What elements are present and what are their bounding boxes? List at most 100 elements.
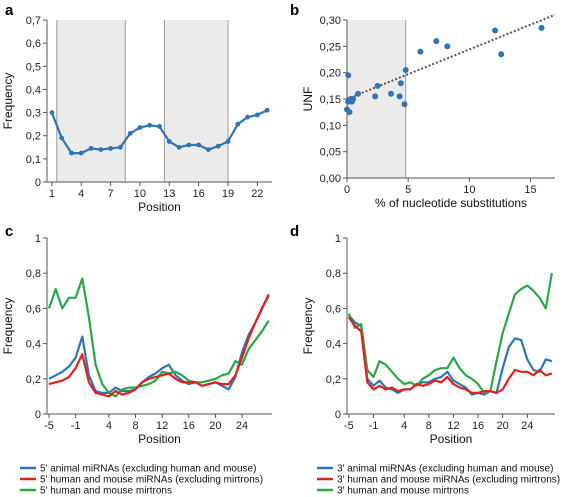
data-point bbox=[196, 142, 202, 148]
x-tick-label: 10 bbox=[134, 188, 146, 200]
series-line bbox=[347, 314, 553, 396]
data-point bbox=[350, 96, 357, 102]
data-point bbox=[417, 48, 424, 55]
data-point bbox=[59, 135, 65, 141]
x-tick-label: 8 bbox=[426, 420, 432, 432]
y-tick-label: 0,2 bbox=[26, 374, 41, 386]
y-tick-label: 0,1 bbox=[26, 154, 41, 166]
y-axis-label: Frequency bbox=[1, 73, 15, 130]
panel-c: 0 0,2 0,4 0,6 0,8 1 -5 -1 4 8 12 16 20 24 Position Freq… bbox=[1, 223, 272, 497]
y-tick-label: 0,5 bbox=[26, 61, 41, 73]
data-point bbox=[235, 121, 241, 127]
data-point bbox=[254, 112, 260, 118]
y-tick-label: 1 bbox=[35, 233, 41, 245]
y-tick-label: 0 bbox=[335, 409, 341, 421]
y-tick-label: 0,20 bbox=[320, 68, 341, 80]
y-axis-label: Frequency bbox=[301, 298, 315, 355]
data-point bbox=[388, 90, 395, 97]
x-tick-label: 24 bbox=[521, 420, 533, 432]
x-tick-label: -1 bbox=[369, 420, 379, 432]
legend-label: 5' human and mouse mirtrons bbox=[40, 486, 172, 497]
y-tick-label: 0,15 bbox=[320, 94, 341, 106]
data-point bbox=[88, 146, 94, 151]
y-tick-label: 0,05 bbox=[320, 147, 341, 159]
data-point bbox=[98, 147, 104, 153]
y-tick-label: 0,6 bbox=[26, 303, 41, 315]
data-point bbox=[166, 139, 172, 144]
data-point bbox=[372, 93, 379, 100]
data-point bbox=[345, 72, 352, 79]
panel-label: d bbox=[290, 223, 299, 240]
x-tick-label: 16 bbox=[193, 188, 205, 200]
data-point bbox=[206, 147, 211, 153]
series-line bbox=[48, 295, 270, 394]
data-point bbox=[78, 150, 84, 156]
series-line bbox=[48, 293, 270, 398]
y-tick-label: 0,30 bbox=[320, 15, 341, 27]
data-point bbox=[401, 101, 408, 108]
data-point bbox=[374, 82, 381, 89]
x-tick-label: 4 bbox=[401, 420, 407, 432]
data-point bbox=[492, 27, 499, 34]
y-tick-label: 0 bbox=[35, 177, 41, 189]
data-point bbox=[264, 107, 270, 113]
y-tick-label: 0,25 bbox=[320, 41, 341, 53]
y-tick-label: 0,8 bbox=[26, 268, 41, 280]
panel-label: a bbox=[5, 2, 14, 19]
x-tick-label: 4 bbox=[78, 188, 84, 200]
x-tick-label: -5 bbox=[44, 420, 54, 432]
data-point bbox=[108, 146, 113, 151]
data-point bbox=[157, 124, 162, 129]
x-tick-label: 7 bbox=[108, 188, 114, 200]
x-tick-label: 12 bbox=[447, 420, 459, 432]
data-point bbox=[49, 110, 55, 115]
data-point bbox=[402, 67, 409, 74]
y-tick-label: 0,7 bbox=[26, 15, 41, 27]
series-line bbox=[347, 316, 553, 394]
y-tick-label: 0,2 bbox=[326, 374, 341, 386]
y-tick-label: 1 bbox=[335, 233, 341, 245]
x-tick-label: 12 bbox=[156, 420, 168, 432]
x-tick-label: 5 bbox=[405, 184, 411, 196]
x-tick-label: 1 bbox=[49, 188, 55, 200]
x-tick-label: 20 bbox=[209, 420, 221, 432]
x-axis-label: Position bbox=[138, 432, 181, 446]
data-point bbox=[433, 38, 440, 45]
data-point bbox=[137, 125, 143, 131]
y-tick-label: 0,10 bbox=[320, 120, 341, 132]
x-axis-label: Position bbox=[430, 432, 473, 446]
shaded-region bbox=[164, 20, 228, 182]
x-tick-label: 4 bbox=[106, 420, 112, 432]
data-point bbox=[117, 144, 123, 150]
data-point bbox=[245, 114, 250, 120]
x-axis-label: % of nucleotide substitutions bbox=[375, 196, 527, 210]
x-tick-label: 10 bbox=[463, 184, 475, 196]
y-tick-label: 0 bbox=[35, 409, 41, 421]
x-tick-label: -5 bbox=[344, 420, 354, 432]
panel-a: 0 0,1 0,2 0,3 0,4 0,5 0,6 0,7 1 4 7 10 13 16 19 22 Posit… bbox=[1, 2, 272, 214]
data-point bbox=[346, 109, 353, 116]
x-tick-label: 24 bbox=[236, 420, 248, 432]
data-point bbox=[538, 24, 545, 31]
x-tick-label: 16 bbox=[472, 420, 484, 432]
data-point bbox=[498, 51, 505, 58]
panel-d: 0 0,2 0,4 0,6 0,8 1 -5 -1 4 8 12 16 20 24 Position Freq… bbox=[290, 223, 560, 497]
data-point bbox=[396, 93, 403, 100]
data-point bbox=[215, 143, 221, 149]
data-point bbox=[69, 150, 74, 156]
trend-line bbox=[346, 13, 556, 100]
panel-label: b bbox=[290, 2, 299, 19]
x-tick-label: 13 bbox=[163, 188, 175, 200]
data-point bbox=[444, 43, 451, 50]
legend-label: 3' human and mouse mirtrons bbox=[337, 486, 469, 497]
panel-label: c bbox=[5, 223, 13, 240]
data-point bbox=[355, 90, 362, 97]
legend-label: 5' animal miRNAs (excluding human and mo… bbox=[40, 464, 256, 475]
y-tick-label: 0,4 bbox=[26, 339, 41, 351]
y-tick-label: 0,3 bbox=[26, 108, 41, 120]
x-tick-label: 19 bbox=[222, 188, 234, 200]
data-point bbox=[127, 131, 133, 136]
data-point bbox=[176, 144, 182, 150]
legend-label: 5' human and mouse miRNAs (excluding mir… bbox=[40, 475, 263, 486]
